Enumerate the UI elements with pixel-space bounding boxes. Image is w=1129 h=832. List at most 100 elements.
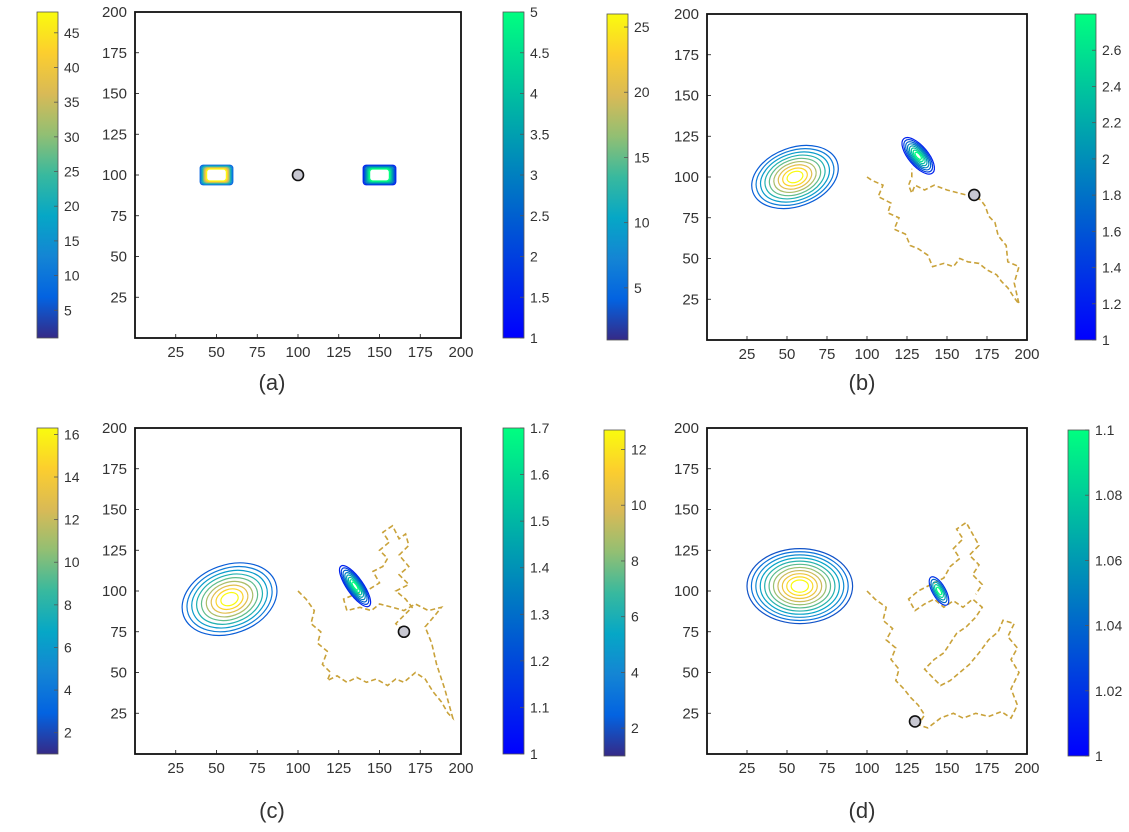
contour-right-level	[340, 567, 370, 605]
x-tick-label: 125	[326, 760, 351, 777]
x-tick-label: 50	[208, 344, 225, 361]
right-colorbar-tick-label: 1	[1102, 332, 1110, 348]
y-tick-label: 100	[102, 583, 127, 600]
right-colorbar-tick-label: 1.02	[1095, 683, 1122, 699]
contour-right-level	[351, 581, 359, 591]
left-colorbar-tick-label: 16	[64, 426, 80, 442]
contour-left-level	[206, 168, 227, 182]
contour-left-level	[781, 573, 818, 600]
panel-label: (b)	[849, 370, 876, 395]
left-colorbar-tick-label: 6	[631, 609, 639, 625]
left-colorbar-tick-label: 10	[631, 497, 647, 513]
agent-marker	[967, 188, 981, 202]
contour-right-level	[338, 564, 372, 608]
x-tick-label: 25	[739, 346, 756, 363]
x-tick-label: 200	[448, 760, 473, 777]
contour-left-level	[786, 576, 814, 596]
y-tick-label: 150	[674, 502, 699, 519]
x-tick-label: 25	[167, 344, 184, 361]
left-colorbar-tick-label: 2	[631, 720, 639, 736]
contour-left-level	[773, 160, 817, 194]
contour-right-level	[349, 579, 361, 594]
y-tick-label: 125	[102, 126, 127, 143]
y-tick-label: 75	[110, 208, 127, 225]
left-colorbar-tick-label: 35	[64, 94, 80, 110]
right-colorbar-tick-label: 4.5	[530, 45, 550, 61]
y-tick-label: 25	[110, 289, 127, 306]
right-colorbar-tick-label: 1.4	[530, 560, 550, 576]
contour-left-level	[746, 548, 854, 625]
contour-left-level	[786, 170, 804, 184]
contour-left-level	[755, 148, 835, 206]
right-colorbar-tick-label: 1.5	[530, 289, 550, 305]
panel-c: 2 4 6 8 10 12 14 16 1 1.1 1.2 1.3 1.4 1.5 1.6 1.7 25 25 50…	[36, 420, 550, 823]
y-tick-label: 50	[682, 251, 699, 268]
y-tick-label: 200	[674, 6, 699, 23]
x-tick-label: 50	[779, 346, 796, 363]
right-colorbar	[1067, 429, 1090, 757]
x-tick-label: 75	[249, 344, 266, 361]
right-colorbar-tick-label: 1.1	[530, 699, 550, 715]
y-tick-label: 50	[110, 665, 127, 682]
agent-marker	[397, 625, 411, 639]
contour-left-level	[196, 573, 264, 625]
x-tick-label: 25	[739, 760, 756, 777]
right-colorbar-tick-label: 2.4	[1102, 78, 1122, 94]
contour-right-level	[342, 569, 368, 603]
left-colorbar-tick-label: 8	[631, 553, 639, 569]
left-colorbar	[603, 429, 626, 757]
right-colorbar-tick-label: 2	[1102, 151, 1110, 167]
x-tick-label: 150	[934, 346, 959, 363]
x-tick-label: 75	[249, 760, 266, 777]
right-colorbar-tick-label: 1	[530, 746, 538, 762]
right-colorbar-tick-label: 1.4	[1102, 260, 1122, 276]
y-tick-label: 175	[674, 47, 699, 64]
x-tick-label: 175	[408, 344, 433, 361]
panel-d: 2 4 6 8 10 12 1 1.02 1.04 1.06 1.08 1.1 25 25 50 50 75 75…	[603, 420, 1122, 823]
contour-right-level	[369, 168, 390, 182]
y-tick-label: 125	[674, 542, 699, 559]
contour-left-level	[777, 569, 823, 603]
y-tick-label: 200	[102, 4, 127, 21]
left-colorbar-tick-label: 30	[64, 129, 80, 145]
y-tick-label: 50	[110, 249, 127, 266]
contour-left-level	[755, 554, 845, 618]
y-tick-label: 125	[102, 542, 127, 559]
left-colorbar-tick-label: 6	[64, 639, 72, 655]
contour-right-level	[906, 143, 930, 169]
y-tick-label: 75	[682, 624, 699, 641]
contour-right-level	[932, 581, 946, 601]
x-tick-label: 50	[208, 760, 225, 777]
y-tick-label: 50	[682, 665, 699, 682]
x-tick-label: 75	[819, 346, 836, 363]
left-colorbar-tick-label: 15	[634, 149, 650, 165]
right-colorbar-tick-label: 2	[530, 249, 538, 265]
y-tick-label: 150	[674, 88, 699, 105]
x-tick-label: 200	[1014, 760, 1039, 777]
y-tick-label: 75	[682, 210, 699, 227]
contour-right-level	[905, 141, 932, 171]
y-tick-label: 150	[102, 502, 127, 519]
contour-left-level	[205, 580, 254, 618]
contour-right-level	[910, 147, 926, 165]
left-colorbar	[36, 427, 59, 755]
x-tick-label: 100	[285, 760, 310, 777]
left-colorbar-tick-label: 40	[64, 59, 80, 75]
contour-left-level	[191, 569, 268, 629]
left-colorbar-tick-label: 12	[64, 512, 80, 528]
right-colorbar-tick-label: 3.5	[530, 126, 550, 142]
contour-left-level	[759, 557, 840, 615]
x-tick-label: 125	[894, 346, 919, 363]
left-colorbar-tick-label: 20	[64, 198, 80, 214]
contour-left-level	[751, 144, 839, 210]
y-tick-label: 125	[674, 128, 699, 145]
y-tick-label: 75	[110, 624, 127, 641]
agent-path	[866, 168, 1020, 305]
x-tick-label: 150	[934, 760, 959, 777]
left-colorbar-tick-label: 15	[64, 233, 80, 249]
left-colorbar-tick-label: 5	[64, 302, 72, 318]
left-colorbar-tick-label: 10	[64, 554, 80, 570]
y-tick-label: 200	[102, 420, 127, 437]
contour-left-level	[777, 164, 813, 190]
